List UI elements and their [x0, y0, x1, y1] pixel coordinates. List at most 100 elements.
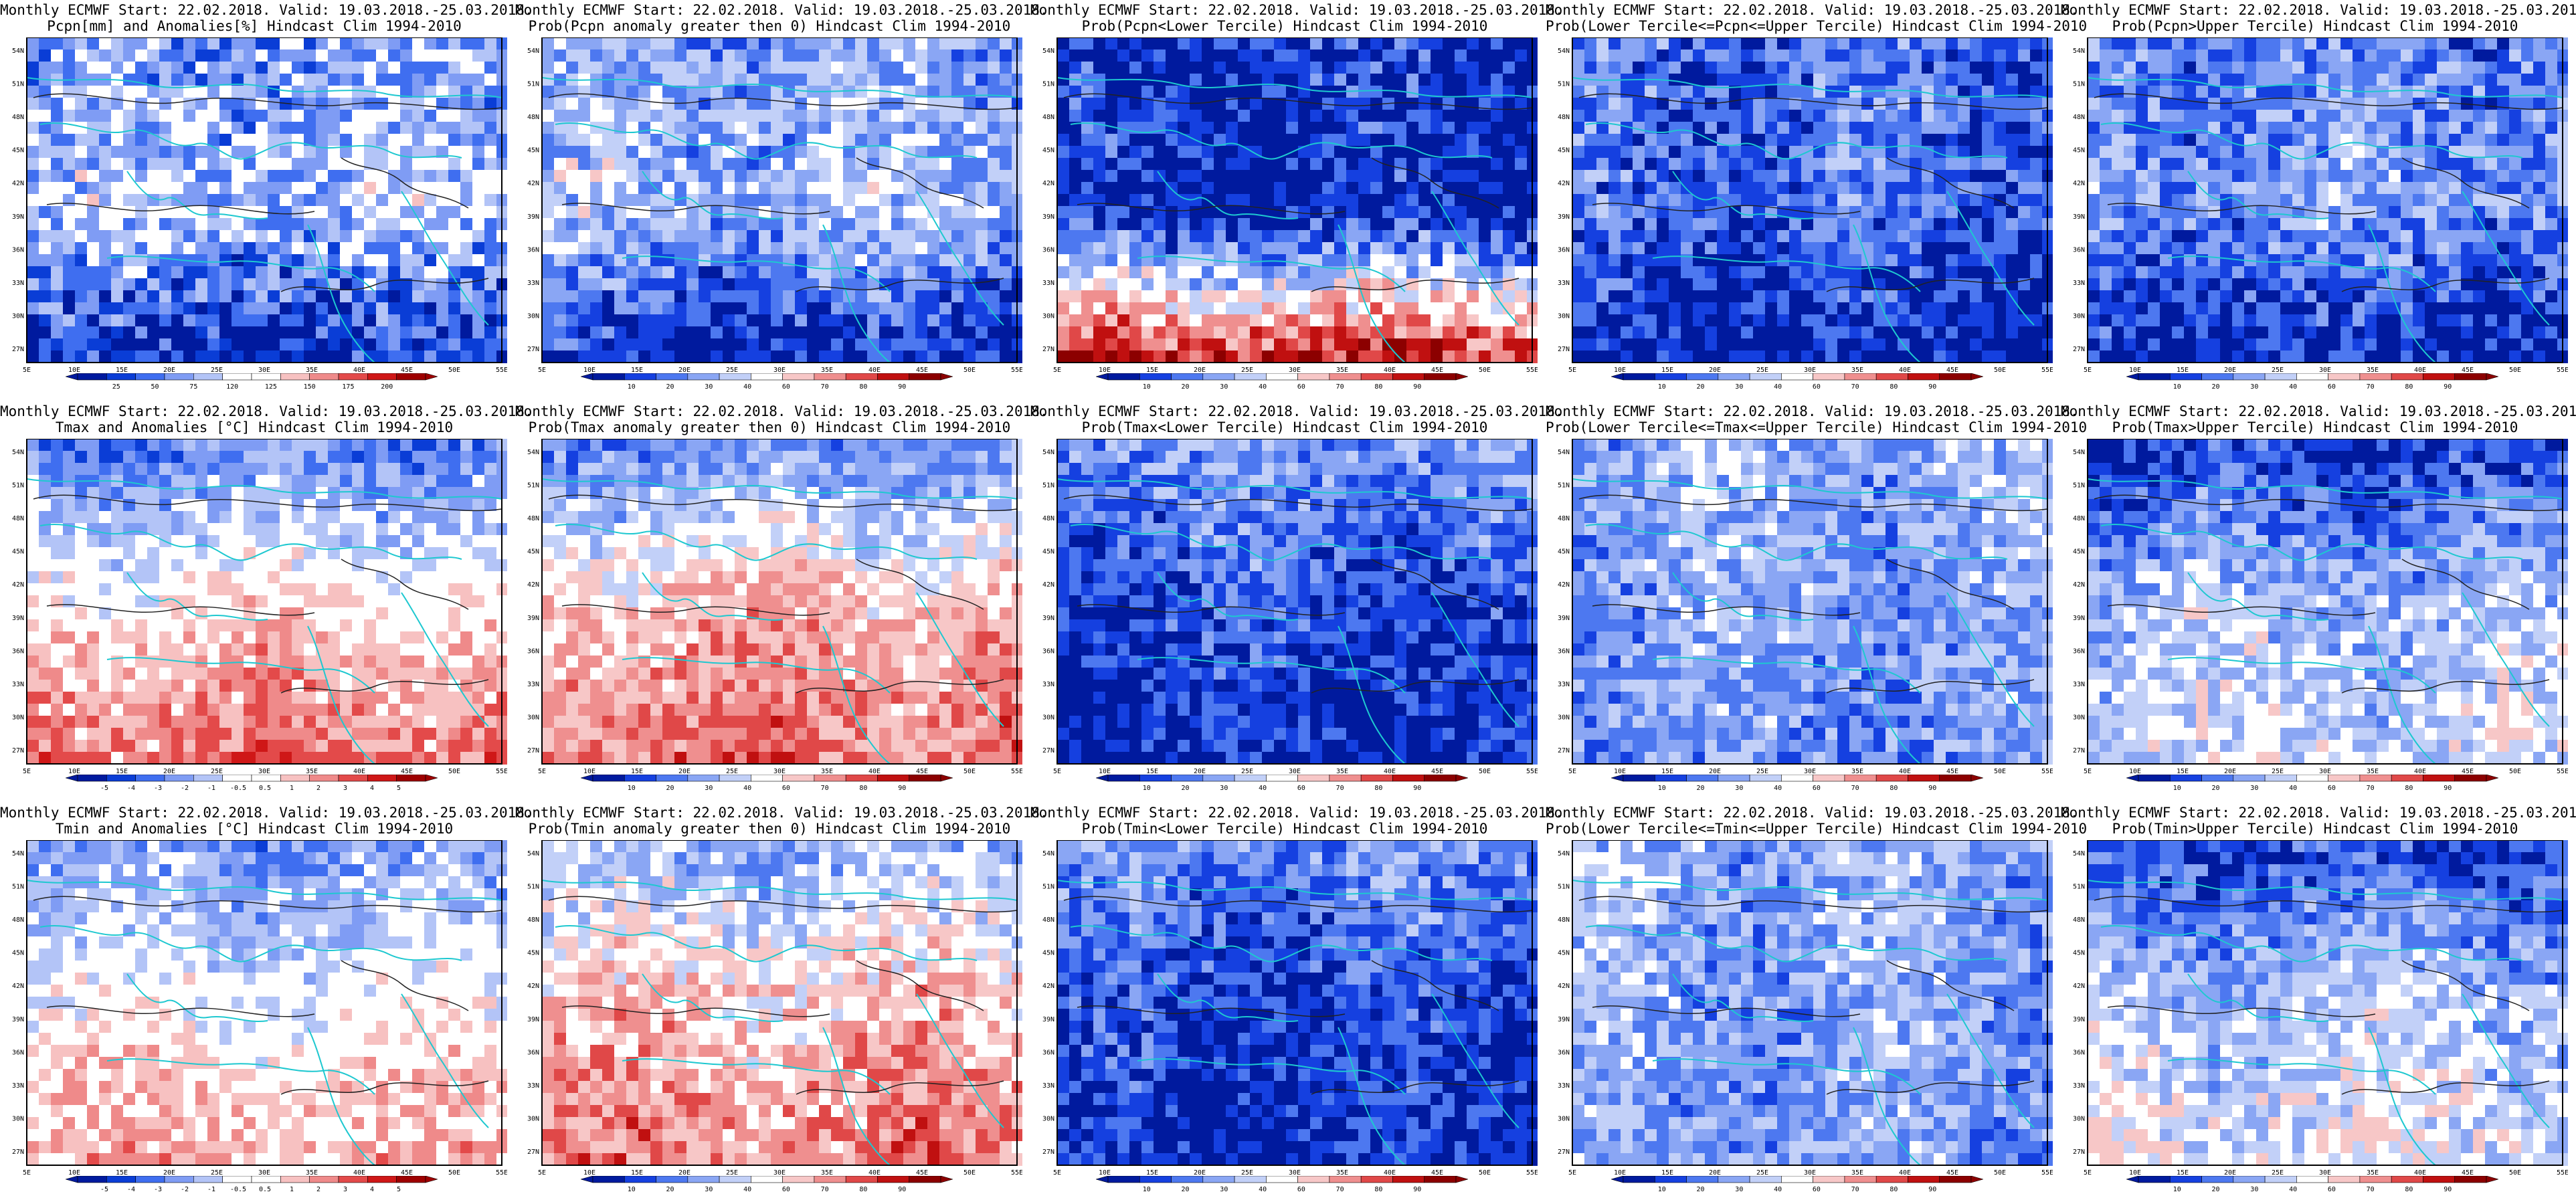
y-tick-label: 27N [2073, 346, 2085, 353]
y-tick-label: 39N [1558, 615, 1570, 622]
y-tick-label: 36N [12, 1049, 24, 1056]
x-tick-label: 25E [1241, 768, 1253, 775]
y-tick-label: 42N [527, 581, 539, 589]
x-tick-label: 55E [496, 1169, 507, 1177]
x-tick-label: 25E [2272, 367, 2284, 374]
y-tick-label: 33N [2073, 1082, 2085, 1090]
x-tick-label: 30E [2319, 768, 2331, 775]
x-tick-label: 20E [2224, 367, 2236, 374]
y-tick-label: 54N [2073, 449, 2085, 456]
colorbar-label: 20 [2212, 1186, 2220, 1193]
y-tick-label: 48N [12, 916, 24, 924]
y-tick-label: 42N [1042, 581, 1054, 589]
x-tick-label: 5E [2084, 367, 2092, 374]
x-tick-label: 15E [116, 367, 128, 374]
map-area: 5E 10E 15E 20E 25E 30E 35E 40E 45E 50E 55E 54N 51N 48… [2073, 37, 2568, 374]
y-tick-label: 27N [12, 747, 24, 755]
x-tick-label: 25E [726, 367, 738, 374]
colorbar: 10 20 30 40 60 70 80 90 [2125, 774, 2500, 792]
x-tick-label: 45E [1431, 1169, 1443, 1177]
colorbar: 10 20 30 40 60 70 80 90 [1095, 373, 1469, 391]
colorbar: 10 20 30 40 60 70 80 90 [1610, 774, 1985, 792]
y-tick-label: 45N [2073, 950, 2085, 957]
y-tick-label: 36N [2073, 246, 2085, 254]
y-tick-label: 30N [1042, 312, 1054, 320]
x-tick-label: 45E [1946, 367, 1958, 374]
y-tick-label: 36N [1558, 647, 1570, 655]
panel-title: Monthly ECMWF Start: 22.02.2018. Valid: … [1546, 2, 2079, 18]
colorbar-label: 70 [1851, 383, 1859, 391]
panel-subtitle: Prob(Lower Tercile<=Tmax<=Upper Tercile)… [1546, 419, 2088, 435]
y-tick-label: 48N [1042, 114, 1054, 121]
x-tick-label: 15E [116, 768, 128, 775]
colorbar-label: 20 [2212, 383, 2220, 391]
x-tick-label: 35E [1336, 768, 1348, 775]
x-tick-label: 35E [1851, 367, 1863, 374]
y-tick-label: 48N [527, 515, 539, 522]
colorbar-label: 90 [1413, 383, 1421, 391]
y-tick-label: 33N [527, 280, 539, 287]
x-tick-label: 40E [868, 768, 881, 775]
x-tick-label: 30E [2319, 1169, 2331, 1177]
y-tick-label: 45N [2073, 147, 2085, 155]
x-tick-label: 30E [1289, 367, 1301, 374]
y-tick-label: 48N [12, 515, 24, 522]
y-tick-label: 45N [2073, 548, 2085, 556]
x-tick-label: 55E [1526, 367, 1538, 374]
x-tick-label: 20E [1194, 1169, 1206, 1177]
y-tick-label: 45N [527, 147, 539, 155]
x-tick-label: 20E [1194, 768, 1206, 775]
x-tick-label: 55E [2041, 367, 2053, 374]
colorbar-label: 60 [2328, 383, 2336, 391]
x-tick-label: 35E [821, 768, 833, 775]
y-tick-label: 42N [2073, 581, 2085, 589]
x-tick-label: 25E [211, 768, 223, 775]
colorbar-label: -0.5 [230, 785, 246, 792]
x-tick-label: 55E [2557, 768, 2568, 775]
colorbar: 10 20 30 40 60 70 80 90 [579, 373, 954, 391]
panel-title: Monthly ECMWF Start: 22.02.2018. Valid: … [2061, 403, 2576, 419]
panel-subtitle: Pcpn[mm] and Anomalies[%] Hindcast Clim … [47, 18, 462, 34]
x-tick-label: 15E [631, 367, 643, 374]
y-tick-label: 48N [1558, 515, 1570, 522]
colorbar-label: -4 [127, 1186, 135, 1193]
y-tick-label: 48N [527, 114, 539, 121]
y-tick-label: 33N [1042, 280, 1054, 287]
x-tick-label: 30E [773, 768, 786, 775]
x-tick-label: 5E [1053, 768, 1061, 775]
x-tick-label: 20E [2224, 768, 2236, 775]
y-tick-label: 42N [527, 983, 539, 990]
y-tick-label: 45N [1042, 548, 1054, 556]
colorbar-label: 10 [1658, 785, 1666, 792]
x-tick-label: 55E [2557, 1169, 2568, 1177]
y-tick-label: 36N [1042, 246, 1054, 254]
x-tick-label: 15E [1661, 367, 1673, 374]
x-tick-label: 5E [2084, 1169, 2092, 1177]
y-tick-label: 30N [2073, 1115, 2085, 1122]
x-tick-label: 10E [1099, 1169, 1111, 1177]
x-tick-label: 50E [1994, 1169, 2006, 1177]
y-tick-label: 51N [1558, 884, 1570, 891]
y-tick-label: 45N [1558, 548, 1570, 556]
colorbar-label: 70 [1851, 785, 1859, 792]
colorbar-label: 20 [1697, 785, 1705, 792]
y-tick-label: 51N [1558, 482, 1570, 490]
x-tick-label: 10E [583, 367, 595, 374]
colorbar-label: 40 [2289, 1186, 2297, 1193]
x-tick-label: 45E [916, 1169, 928, 1177]
colorbar-label: 60 [2328, 1186, 2336, 1193]
panel-subtitle: Prob(Tmax anomaly greater then 0) Hindca… [528, 419, 1011, 435]
colorbar-label: 90 [2444, 1186, 2452, 1193]
map-area: 5E 10E 15E 20E 25E 30E 35E 40E 45E 50E 55E 54N 51N 48… [1042, 37, 1538, 374]
colorbar-label: 70 [2367, 1186, 2375, 1193]
colorbar-label: 80 [1374, 785, 1382, 792]
map-area: 5E 10E 15E 20E 25E 30E 35E 40E 45E 50E 55E 54N 51N 48… [1042, 439, 1538, 775]
x-tick-label: 40E [353, 768, 365, 775]
y-tick-label: 42N [1042, 983, 1054, 990]
x-tick-label: 10E [2129, 1169, 2141, 1177]
colorbar-label: 30 [2250, 383, 2258, 391]
y-tick-label: 39N [12, 1016, 24, 1023]
colorbar-label: 60 [782, 383, 790, 391]
x-tick-label: 5E [23, 367, 31, 374]
y-tick-label: 54N [1558, 449, 1570, 456]
